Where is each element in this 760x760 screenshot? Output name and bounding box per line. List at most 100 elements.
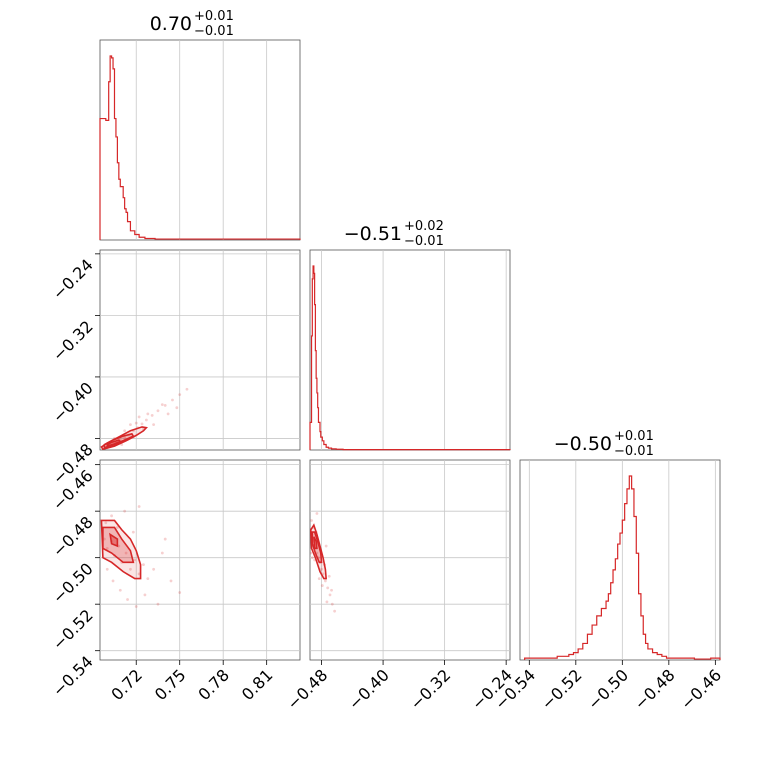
panel-title-1: −0.51 +0.02−0.01 <box>344 219 444 249</box>
y-tick-label: −0.32 <box>49 317 97 365</box>
y-tick-label: −0.54 <box>49 652 97 700</box>
title-plus: +0.01 <box>614 429 654 444</box>
scatter-point <box>333 609 337 613</box>
scatter-point <box>152 423 156 427</box>
contours-1-0 <box>100 426 148 450</box>
panel-title-2: −0.50 +0.01−0.01 <box>554 429 654 459</box>
panels: 0.70 +0.01−0.01−0.51 +0.02−0.01−0.50 +0.01−… <box>49 9 725 713</box>
scatter-point <box>137 415 141 419</box>
y-tick-label: −0.48 <box>49 513 97 561</box>
scatter-point <box>323 579 327 583</box>
scatter-point <box>166 412 170 416</box>
x-tick-label: −0.50 <box>584 665 632 713</box>
panel-frame <box>309 459 511 661</box>
scatter-point <box>160 551 164 555</box>
scatter-point <box>123 509 127 513</box>
scatter-point <box>129 423 132 427</box>
scatter-point <box>171 398 174 402</box>
scatter-point <box>134 605 138 608</box>
scatter-point <box>163 403 167 407</box>
scatter-point <box>328 593 332 597</box>
scatter-point <box>137 505 141 508</box>
scatter-point <box>156 602 160 606</box>
scatter-point <box>105 567 109 571</box>
title-minus: −0.01 <box>404 234 444 249</box>
title-plus: +0.01 <box>194 9 234 24</box>
panel-title-0: 0.70 +0.01−0.01 <box>150 9 234 39</box>
scatter-point <box>129 567 132 571</box>
scatter-point <box>178 591 182 594</box>
scatter-point <box>320 584 324 587</box>
y-tick-label: −0.24 <box>49 255 97 303</box>
scatter-point <box>310 551 313 555</box>
scatter-point <box>317 577 321 581</box>
contour-level <box>106 439 122 448</box>
panel-frame <box>99 249 301 451</box>
scatter-point <box>124 551 128 555</box>
histogram-2 <box>524 475 721 660</box>
scatter-point <box>185 387 189 391</box>
x-tick-label: 0.75 <box>151 665 190 704</box>
x-tick-label: −0.32 <box>406 665 454 713</box>
contours-2-0 <box>100 519 142 580</box>
scatter-point <box>330 602 334 606</box>
scatter-point <box>105 546 109 550</box>
scatter-point <box>118 588 122 592</box>
scatter-point <box>324 544 328 548</box>
scatter-point <box>327 574 331 578</box>
scatter-point <box>163 537 167 541</box>
x-tick-label: −0.48 <box>283 665 331 713</box>
y-tick-label: −0.40 <box>49 378 97 426</box>
x-tick-label: 0.72 <box>107 665 146 704</box>
histogram-1 <box>309 265 511 451</box>
scatter-point <box>134 421 138 425</box>
title-minus: −0.01 <box>194 24 234 39</box>
scatter-point <box>142 563 145 567</box>
scatter-point <box>115 526 119 529</box>
scatter-point <box>178 393 182 397</box>
scatter-point <box>104 521 108 525</box>
panel-frame <box>99 459 301 661</box>
scatter-point <box>175 406 179 410</box>
scatter-point <box>150 413 154 417</box>
panel-frame <box>99 39 301 241</box>
scatter-point <box>330 588 333 592</box>
title-plus: +0.02 <box>404 219 444 234</box>
scatter-point <box>156 409 160 413</box>
title-value: −0.51 <box>344 223 402 245</box>
x-tick-label: 0.81 <box>238 665 277 704</box>
scatter-point <box>123 436 127 440</box>
x-tick-label: −0.46 <box>677 665 725 713</box>
title-value: −0.50 <box>554 433 612 455</box>
scatter-point <box>169 579 173 583</box>
contours-2-1 <box>310 523 328 580</box>
scatter-point <box>140 422 144 426</box>
scatter-point <box>131 530 135 534</box>
panel-frame <box>309 249 511 451</box>
y-tick-label: −0.52 <box>49 606 97 654</box>
y-tick-label: −0.50 <box>49 559 97 607</box>
title-minus: −0.01 <box>614 444 654 459</box>
scatter-point <box>123 429 127 433</box>
contour-level <box>313 536 318 550</box>
scatter-point <box>143 593 147 597</box>
title-value: 0.70 <box>150 13 192 35</box>
scatter-point <box>152 567 156 571</box>
panel-frame <box>519 459 721 661</box>
scatter-point <box>320 567 323 571</box>
x-tick-label: −0.48 <box>631 665 679 713</box>
scatter-point <box>325 600 329 604</box>
scatter-point <box>146 412 150 416</box>
x-tick-label: 0.78 <box>194 665 233 704</box>
scatter-point <box>146 577 150 581</box>
x-tick-label: −0.52 <box>538 665 586 713</box>
scatter-point <box>111 579 115 583</box>
scatter-point <box>160 403 164 407</box>
x-tick-label: −0.40 <box>345 665 393 713</box>
scatter-point <box>110 514 113 518</box>
scatter-point <box>310 556 314 560</box>
scatter-point <box>126 598 129 601</box>
scatter-point <box>310 519 313 522</box>
scatter-point <box>315 512 319 515</box>
